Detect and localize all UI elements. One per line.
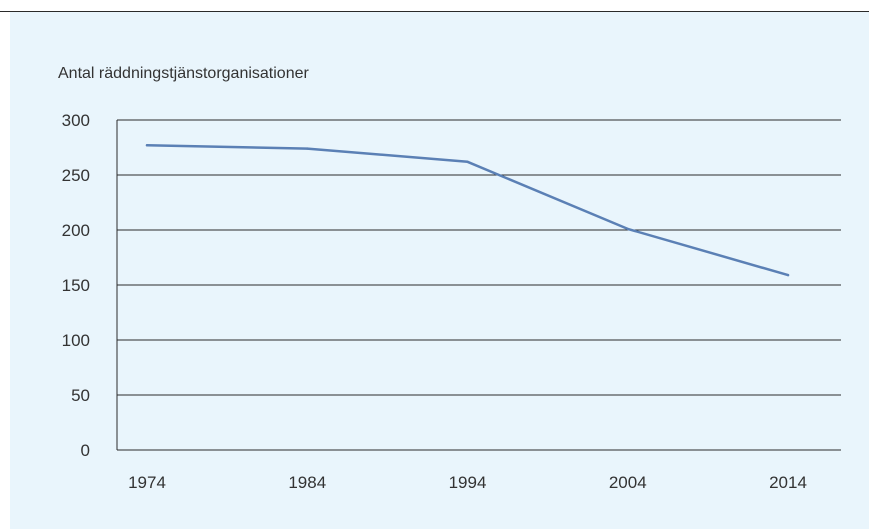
- gridlines: [117, 119, 841, 451]
- y-tick-label-250: 250: [62, 166, 90, 185]
- x-tick-label-2014: 2014: [769, 473, 807, 492]
- x-tick-label-2004: 2004: [609, 473, 647, 492]
- x-tick-label-1984: 1984: [288, 473, 326, 492]
- data-point-1994: [466, 160, 469, 163]
- data-point-2004: [626, 227, 629, 231]
- data-point-1974: [145, 144, 149, 147]
- x-tick-label-1994: 1994: [449, 473, 487, 492]
- y-tick-labels: 0 50 100 150 200 250 300: [62, 111, 90, 460]
- y-tick-label-50: 50: [71, 386, 90, 405]
- chart-panel: [10, 12, 869, 529]
- y-tick-label-300: 300: [62, 111, 90, 130]
- y-tick-label-100: 100: [62, 331, 90, 350]
- data-point-2014: [786, 273, 790, 277]
- y-tick-label-150: 150: [62, 276, 90, 295]
- series-line-0: [145, 144, 790, 277]
- top-divider: [0, 11, 869, 12]
- y-tick-label-0: 0: [81, 441, 90, 460]
- y-tick-label-200: 200: [62, 221, 90, 240]
- x-tick-label-1974: 1974: [128, 473, 166, 492]
- data-point-1984: [306, 147, 309, 150]
- y-axis-label: Antal räddningstjänstorganisationer: [58, 65, 310, 82]
- series-layer: [145, 144, 790, 277]
- x-tick-labels: 1974 1984 1994 2004 2014: [128, 473, 807, 492]
